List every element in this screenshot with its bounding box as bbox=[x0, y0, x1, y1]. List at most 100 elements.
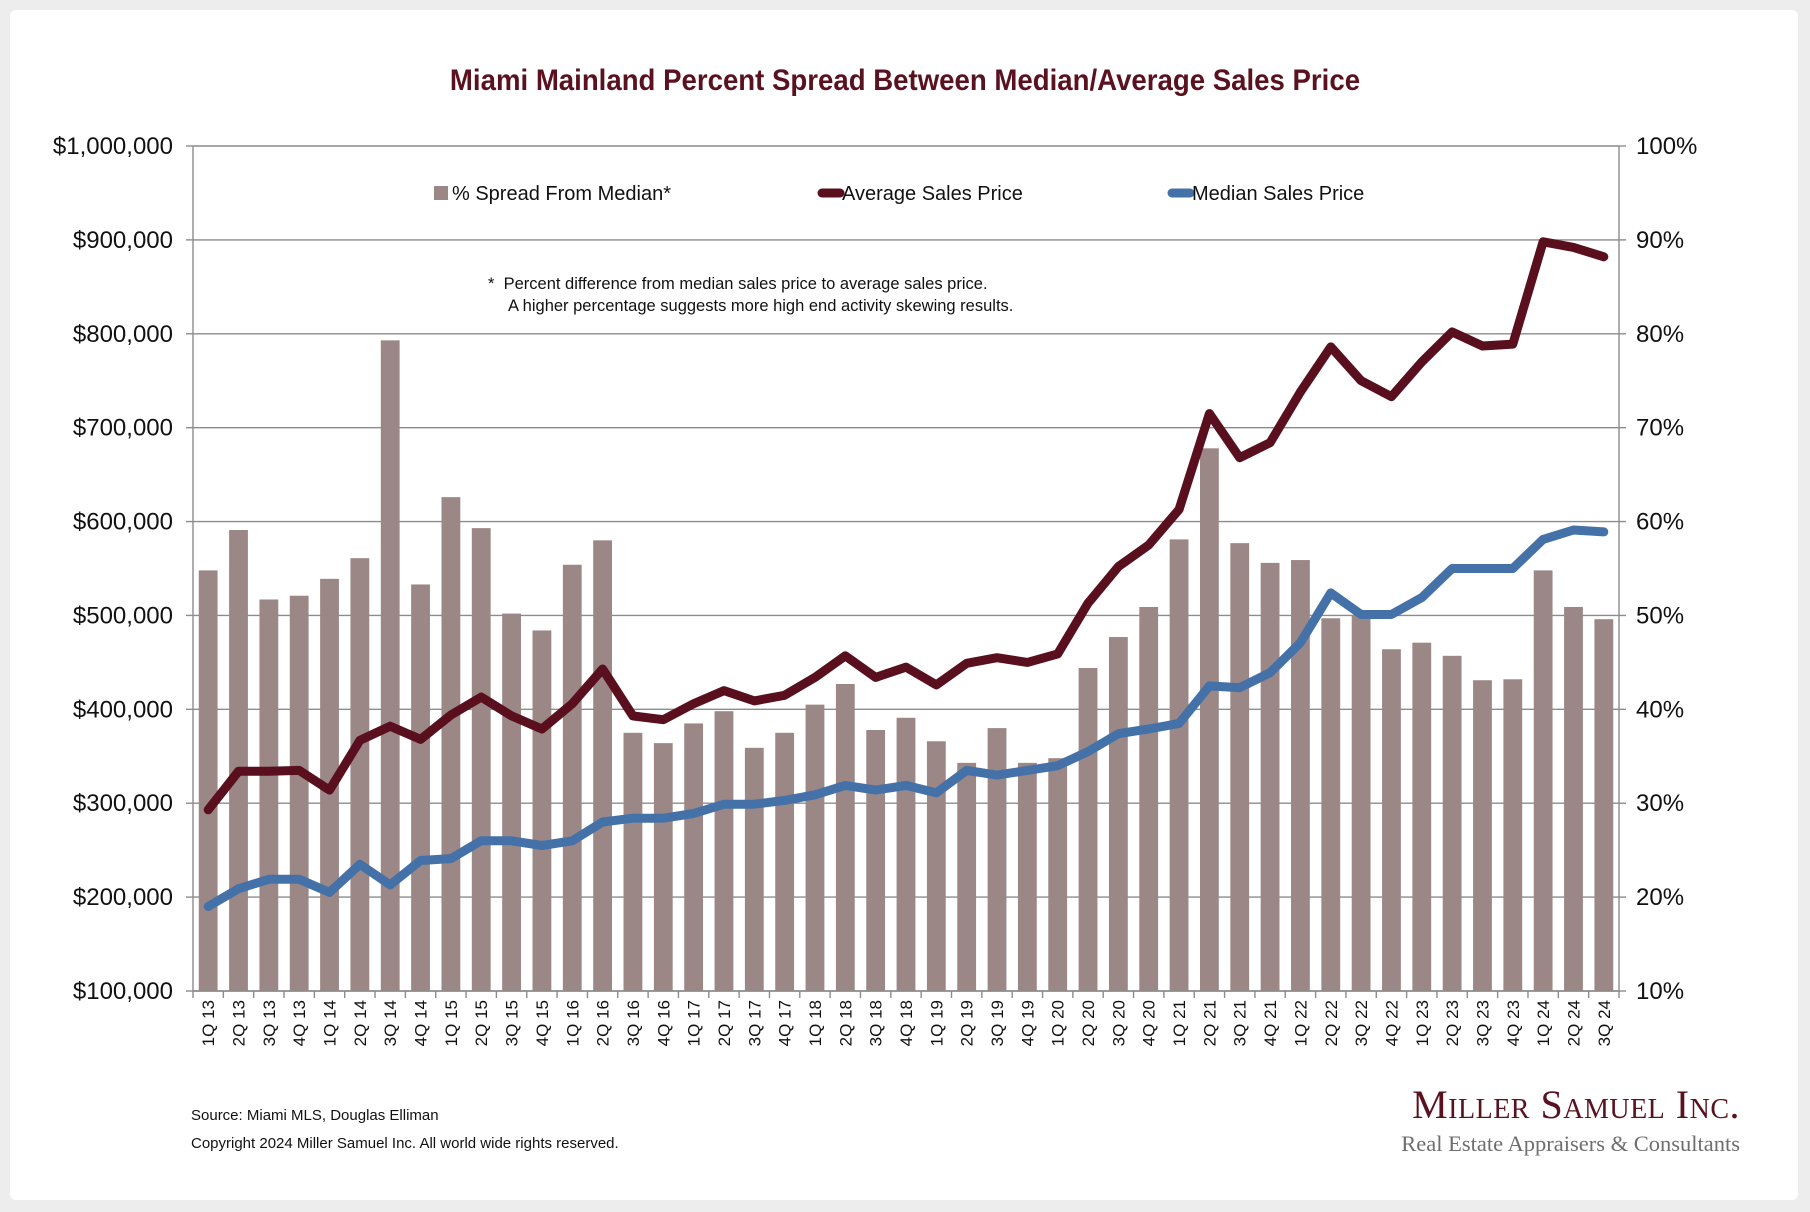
x-tick-label: 3Q 22 bbox=[1352, 1000, 1371, 1046]
y-right-tick-label: 50% bbox=[1636, 602, 1684, 629]
x-tick-label: 2Q 23 bbox=[1443, 1000, 1462, 1046]
x-tick-label: 3Q 17 bbox=[745, 1000, 764, 1046]
x-tick-label: 3Q 23 bbox=[1473, 1000, 1492, 1046]
x-tick-label: 1Q 15 bbox=[442, 1000, 461, 1046]
copyright-note: Copyright 2024 Miller Samuel Inc. All wo… bbox=[191, 1135, 619, 1152]
x-tick-label: 2Q 19 bbox=[958, 1000, 977, 1046]
spread-bar bbox=[229, 530, 248, 991]
spread-bar bbox=[289, 595, 309, 991]
y-right-tick-label: 10% bbox=[1636, 978, 1684, 1005]
x-tick-label: 1Q 21 bbox=[1170, 1000, 1189, 1046]
x-tick-label: 3Q 24 bbox=[1595, 1000, 1614, 1046]
x-tick-label: 4Q 19 bbox=[1018, 1000, 1037, 1046]
y-right-tick-label: 40% bbox=[1636, 696, 1684, 723]
x-tick-label: 2Q 17 bbox=[715, 1000, 734, 1046]
spread-bar bbox=[775, 732, 795, 991]
x-tick-label: 4Q 15 bbox=[533, 1000, 552, 1046]
x-tick-label: 3Q 20 bbox=[1109, 1000, 1128, 1046]
median-sales-price-line bbox=[203, 525, 1609, 911]
x-tick-label: 2Q 21 bbox=[1200, 1000, 1219, 1046]
x-tick-label: 3Q 21 bbox=[1231, 1000, 1250, 1046]
spread-bar bbox=[744, 747, 764, 991]
x-tick-label: 1Q 17 bbox=[685, 1000, 704, 1046]
x-tick-label: 4Q 22 bbox=[1382, 1000, 1401, 1046]
spread-bar bbox=[1199, 448, 1219, 991]
legend-swatch-spread bbox=[434, 186, 448, 200]
spread-bar bbox=[562, 564, 582, 991]
y-right-tick-label: 80% bbox=[1636, 321, 1684, 348]
spread-bar bbox=[593, 540, 613, 991]
axes bbox=[186, 145, 1626, 998]
y-right-tick-label: 100% bbox=[1636, 133, 1697, 160]
spread-bar bbox=[1473, 680, 1492, 991]
spread-bar bbox=[198, 570, 218, 991]
x-tick-label: 2Q 20 bbox=[1079, 1000, 1098, 1046]
x-tick-label: 4Q 13 bbox=[290, 1000, 309, 1046]
y-right-tick-label: 20% bbox=[1636, 884, 1684, 911]
spread-bar bbox=[1351, 615, 1371, 991]
y-right-tick-label: 30% bbox=[1636, 790, 1684, 817]
spread-bar bbox=[684, 723, 704, 991]
y-left-tick-label: $900,000 bbox=[73, 227, 173, 254]
spread-bar bbox=[1230, 543, 1250, 991]
spread-bar bbox=[866, 729, 886, 991]
x-tick-label: 1Q 24 bbox=[1534, 1000, 1553, 1046]
x-tick-label: 2Q 22 bbox=[1322, 1000, 1341, 1046]
x-tick-label: 4Q 17 bbox=[776, 1000, 795, 1046]
footer: Source: Miami MLS, Douglas Elliman Copyr… bbox=[191, 1102, 619, 1158]
spread-bar bbox=[411, 584, 430, 991]
x-tick-label: 3Q 15 bbox=[503, 1000, 522, 1046]
y-axis-right-labels: 100% 90% 80% 70% 60% 50% 40% 30% 20% 10% bbox=[1636, 133, 1697, 1005]
spread-bar bbox=[1169, 539, 1189, 991]
source-note: Source: Miami MLS, Douglas Elliman bbox=[191, 1107, 439, 1124]
x-tick-label: 3Q 14 bbox=[381, 1000, 400, 1046]
x-tick-label: 3Q 13 bbox=[260, 1000, 279, 1046]
x-tick-label: 2Q 18 bbox=[836, 1000, 855, 1046]
spread-bar bbox=[532, 630, 552, 991]
spread-bar bbox=[380, 340, 400, 992]
chart-title: Miami Mainland Percent Spread Between Me… bbox=[449, 64, 1361, 97]
x-tick-label: 1Q 22 bbox=[1291, 1000, 1310, 1046]
x-tick-label: 4Q 18 bbox=[897, 1000, 916, 1046]
legend-label-spread: % Spread From Median* bbox=[452, 183, 671, 205]
x-tick-label: 1Q 18 bbox=[806, 1000, 825, 1046]
legend-label-median: Median Sales Price bbox=[1192, 183, 1364, 205]
spread-bar bbox=[987, 728, 1007, 991]
spread-bar bbox=[957, 762, 977, 991]
company-logo: Miller Samuel Inc. Real Estate Appraiser… bbox=[1380, 1082, 1740, 1158]
logo-name: Miller Samuel Inc. bbox=[1412, 1082, 1740, 1127]
x-tick-label: 4Q 21 bbox=[1261, 1000, 1280, 1046]
spread-bar bbox=[441, 497, 461, 991]
spread-bar bbox=[1291, 560, 1310, 991]
y-left-tick-label: $600,000 bbox=[73, 509, 173, 536]
x-tick-label: 1Q 16 bbox=[563, 1000, 582, 1046]
x-tick-label: 2Q 15 bbox=[472, 1000, 491, 1046]
y-right-tick-label: 70% bbox=[1636, 415, 1684, 442]
x-tick-label: 3Q 19 bbox=[988, 1000, 1007, 1046]
y-left-tick-label: $300,000 bbox=[73, 790, 173, 817]
y-left-tick-label: $1,000,000 bbox=[53, 133, 173, 160]
y-left-tick-label: $800,000 bbox=[73, 321, 173, 348]
spread-bar bbox=[1108, 637, 1128, 991]
y-right-tick-label: 60% bbox=[1636, 509, 1684, 536]
footnote-line-2: A higher percentage suggests more high e… bbox=[508, 297, 1013, 315]
x-tick-label: 2Q 24 bbox=[1564, 1000, 1583, 1046]
x-tick-label: 1Q 23 bbox=[1413, 1000, 1432, 1046]
spread-bar bbox=[1048, 758, 1068, 991]
x-tick-label: 1Q 19 bbox=[927, 1000, 946, 1046]
spread-bar bbox=[350, 558, 370, 991]
spread-bar bbox=[926, 741, 946, 991]
y-left-tick-label: $200,000 bbox=[73, 884, 173, 911]
spread-bar bbox=[502, 613, 521, 991]
spread-bar bbox=[1594, 619, 1614, 991]
spread-bar bbox=[1382, 649, 1401, 991]
spread-bar bbox=[653, 743, 673, 991]
y-right-tick-label: 90% bbox=[1636, 227, 1684, 254]
spread-bar bbox=[1321, 618, 1341, 991]
legend: % Spread From Median* Average Sales Pric… bbox=[434, 183, 1364, 205]
footnote-annotation: * Percent difference from median sales p… bbox=[488, 275, 1013, 315]
spread-bar bbox=[1533, 570, 1553, 991]
spread-bar bbox=[805, 704, 825, 991]
x-tick-label: 4Q 20 bbox=[1140, 1000, 1159, 1046]
y-axis-left-labels: $1,000,000 $900,000 $800,000 $700,000 $600,0… bbox=[53, 133, 173, 1005]
